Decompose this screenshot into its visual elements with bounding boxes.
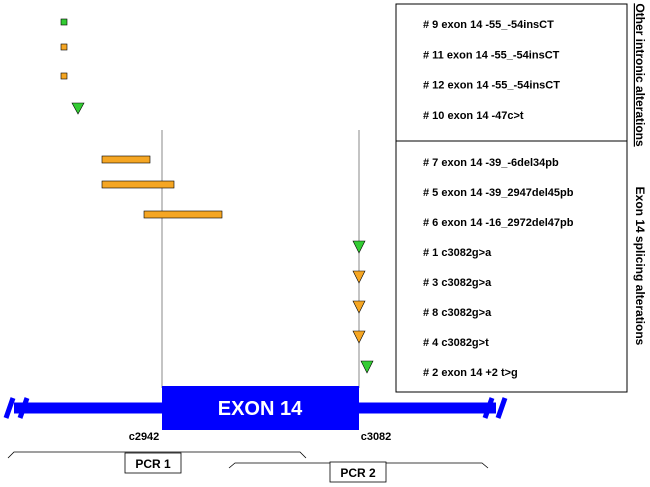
pcr2-label: PCR 2 — [340, 466, 376, 480]
legend-entry: # 5 exon 14 -39_2947del45pb — [423, 187, 574, 199]
green-triangle-marker — [71, 102, 85, 115]
orange-square-marker — [60, 43, 68, 51]
green-triangle-marker — [352, 240, 366, 254]
pcr1-box — [124, 452, 182, 474]
legend-entry: # 4 c3082g>t — [423, 337, 489, 349]
pcr1-bracket — [7, 451, 307, 459]
coord-start-label: c2942 — [129, 431, 160, 443]
green-triangle-marker — [360, 360, 374, 374]
legend-entry: # 1 c3082g>a — [423, 247, 492, 259]
deletion-bar — [101, 180, 175, 189]
legend-entry: # 11 exon 14 -55_-54insCT — [423, 49, 560, 61]
deletion-bar — [101, 155, 151, 164]
pcr2-box — [329, 461, 387, 483]
side-label-splicing: Exon 14 splicing alterations — [633, 187, 647, 346]
splicing-alterations-list: # 7 exon 14 -39_-6del34pb # 5 exon 14 -39… — [423, 157, 574, 379]
legend-entry: # 9 exon 14 -55_-54insCT — [423, 19, 554, 31]
legend-entry: # 3 c3082g>a — [423, 277, 492, 289]
orange-triangle-marker — [352, 270, 366, 284]
exon-14-label: EXON 14 — [218, 398, 303, 420]
intronic-alterations-list: # 9 exon 14 -55_-54insCT # 11 exon 14 -55… — [423, 19, 560, 122]
legend-entry: # 12 exon 14 -55_-54insCT — [423, 80, 560, 92]
orange-square-marker — [60, 72, 68, 80]
pcr1-label: PCR 1 — [135, 457, 171, 471]
coord-end-label: c3082 — [361, 431, 392, 443]
side-label-intronic: Other intronic alterations — [633, 3, 647, 147]
legend-entry: # 7 exon 14 -39_-6del34pb — [423, 157, 559, 169]
orange-triangle-marker — [352, 300, 366, 314]
legend-entry: # 10 exon 14 -47c>t — [423, 110, 524, 122]
legend-entry: # 8 c3082g>a — [423, 307, 492, 319]
deletion-bar — [143, 210, 223, 219]
legend-panel — [395, 3, 628, 393]
legend-entry: # 2 exon 14 +2 t>g — [423, 367, 518, 379]
orange-triangle-marker — [352, 330, 366, 344]
right-break-mark — [482, 397, 508, 419]
left-break-mark — [3, 397, 30, 419]
green-square-marker — [60, 18, 68, 26]
exon-14-box — [162, 386, 359, 430]
legend-entry: # 6 exon 14 -16_2972del47pb — [423, 217, 574, 229]
